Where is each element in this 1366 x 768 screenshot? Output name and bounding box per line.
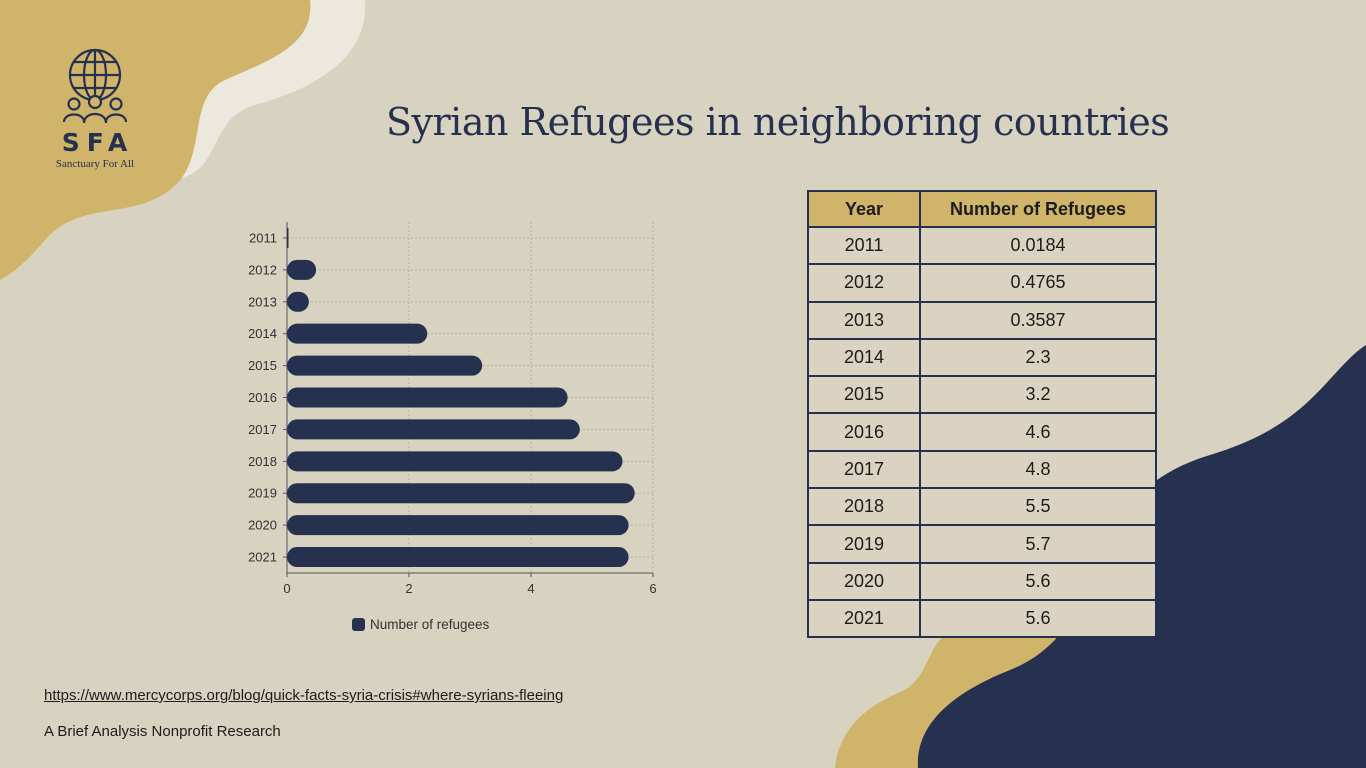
table-row: 2011 0.0184 bbox=[807, 225, 1157, 266]
table-cell-year: 2021 bbox=[807, 598, 921, 639]
table-cell-year: 2012 bbox=[807, 263, 921, 303]
bar-2015 bbox=[287, 355, 483, 376]
organization-line: A Brief Analysis Nonprofit Research bbox=[44, 723, 281, 740]
table-cell-year: 2014 bbox=[807, 337, 921, 378]
table-cell-year: 2013 bbox=[807, 300, 921, 340]
table-row: 2013 0.3587 bbox=[807, 300, 1157, 340]
table-cell-number: 4.6 bbox=[919, 412, 1157, 452]
table-cell-year: 2020 bbox=[807, 561, 921, 601]
bar-2013 bbox=[287, 291, 309, 312]
chart-y-labels: 2011 2012 2013 2014 2015 2016 2017 2018 2019 2020… bbox=[248, 230, 287, 565]
table-row: 2015 3.2 bbox=[807, 375, 1157, 415]
logo-mark: SFA bbox=[61, 128, 135, 157]
brand-logo: SFA Sanctuary For All bbox=[40, 48, 150, 170]
table-cell-number: 5.7 bbox=[919, 524, 1157, 564]
bar-2017 bbox=[287, 419, 580, 440]
table-row: 2016 4.6 bbox=[807, 412, 1157, 452]
table-row: 2018 5.5 bbox=[807, 487, 1157, 527]
bar-2012 bbox=[287, 259, 317, 280]
y-tick-label-2013: 2013 bbox=[248, 294, 277, 309]
table-row: 2019 5.7 bbox=[807, 524, 1157, 564]
table-cell-number: 3.2 bbox=[919, 375, 1157, 415]
table-cell-year: 2015 bbox=[807, 375, 921, 415]
bar-2019 bbox=[287, 483, 635, 504]
table-cell-number: 4.8 bbox=[919, 449, 1157, 490]
y-tick-label-2021: 2021 bbox=[248, 550, 277, 565]
y-tick-label-2018: 2018 bbox=[248, 454, 277, 469]
bar-2016 bbox=[287, 387, 568, 408]
table-cell-number: 2.3 bbox=[919, 337, 1157, 378]
table-cell-number: 5.6 bbox=[919, 598, 1157, 639]
table-cell-number: 0.0184 bbox=[919, 225, 1157, 266]
bar-2011 bbox=[287, 227, 289, 248]
refugee-data-table: Year Number of Refugees 2011 0.0184 2012 0… bbox=[807, 190, 1157, 639]
table-header-row: Year Number of Refugees bbox=[807, 190, 1157, 228]
table-header-number: Number of Refugees bbox=[919, 190, 1157, 228]
x-tick-label-2: 2 bbox=[405, 581, 412, 596]
y-tick-label-2011: 2011 bbox=[249, 230, 277, 245]
x-tick-label-4: 4 bbox=[527, 581, 534, 596]
x-tick-label-0: 0 bbox=[283, 581, 290, 596]
chart-legend: Number of refugees bbox=[352, 617, 490, 632]
table-cell-number: 0.4765 bbox=[919, 263, 1157, 303]
bar-2018 bbox=[287, 451, 623, 472]
table-cell-year: 2016 bbox=[807, 412, 921, 452]
table-row: 2017 4.8 bbox=[807, 449, 1157, 490]
table-cell-year: 2011 bbox=[807, 225, 921, 266]
gold-blob-top-left bbox=[0, 0, 311, 280]
legend-label: Number of refugees bbox=[370, 617, 490, 632]
table-row: 2012 0.4765 bbox=[807, 263, 1157, 303]
bar-2021 bbox=[287, 547, 629, 568]
source-link[interactable]: https://www.mercycorps.org/blog/quick-fa… bbox=[44, 687, 564, 704]
y-tick-label-2016: 2016 bbox=[248, 390, 277, 405]
y-tick-label-2017: 2017 bbox=[248, 422, 277, 437]
table-cell-year: 2018 bbox=[807, 487, 921, 527]
legend-swatch bbox=[352, 618, 365, 631]
bar-2020 bbox=[287, 515, 629, 536]
table-cell-number: 5.6 bbox=[919, 561, 1157, 601]
y-tick-label-2020: 2020 bbox=[248, 518, 277, 533]
table-cell-number: 5.5 bbox=[919, 487, 1157, 527]
refugee-bar-chart: 2011201220132014201520162017201820192020… bbox=[248, 222, 657, 632]
logo-tagline: Sanctuary For All bbox=[55, 158, 135, 170]
y-tick-label-2015: 2015 bbox=[248, 358, 277, 373]
chart-bars bbox=[287, 227, 635, 568]
table-row: 2014 2.3 bbox=[807, 337, 1157, 378]
y-tick-label-2012: 2012 bbox=[248, 262, 277, 277]
table-header-year: Year bbox=[807, 190, 921, 228]
table-row: 2021 5.6 bbox=[807, 598, 1157, 639]
globe-people-icon bbox=[62, 48, 128, 124]
y-tick-label-2019: 2019 bbox=[248, 486, 277, 501]
y-tick-label-2014: 2014 bbox=[248, 326, 277, 341]
bar-2014 bbox=[287, 323, 428, 344]
page-title: Syrian Refugees in neighboring countries bbox=[386, 100, 1170, 144]
table-cell-year: 2019 bbox=[807, 524, 921, 564]
table-row: 2020 5.6 bbox=[807, 561, 1157, 601]
chart-x-labels: 0 2 4 6 bbox=[283, 573, 657, 596]
table-cell-number: 0.3587 bbox=[919, 300, 1157, 340]
x-tick-label-6: 6 bbox=[649, 581, 656, 596]
table-cell-year: 2017 bbox=[807, 449, 921, 490]
